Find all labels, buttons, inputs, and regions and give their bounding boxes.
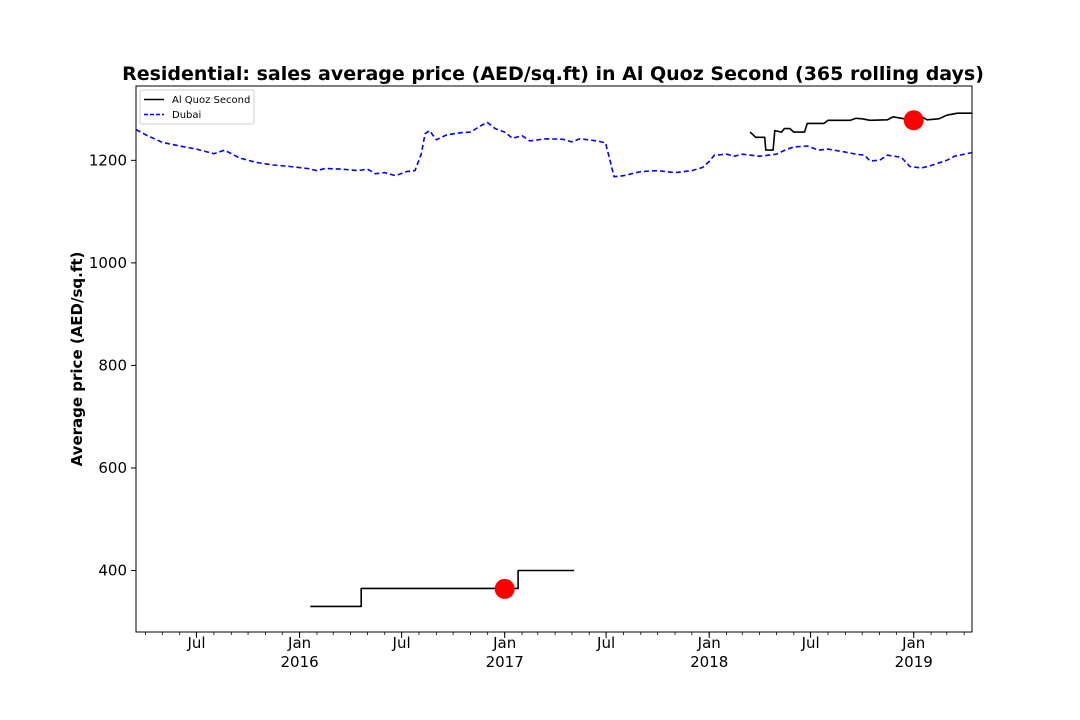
x-tick-year-label: 2017 [486, 653, 524, 671]
legend-label-dubai: Dubai [172, 110, 201, 121]
chart-title: Residential: sales average price (AED/sq… [122, 63, 984, 85]
plot-frame [135, 85, 973, 633]
marker-layer [494, 110, 924, 599]
highlight-marker-1 [494, 578, 515, 599]
y-tick-label: 800 [98, 356, 127, 374]
y-tick-label: 400 [98, 561, 127, 579]
x-tick-label: Jul [186, 634, 205, 652]
series-line-dubai-1 [136, 121, 972, 178]
y-tick-label: 1200 [89, 151, 127, 169]
legend: Al Quoz Second Dubai [139, 89, 255, 125]
x-tick-year-label: 2018 [690, 653, 728, 671]
legend-box [139, 89, 255, 125]
legend-label-al-quoz-second: Al Quoz Second [172, 95, 250, 106]
x-tick-label: Jul [596, 634, 615, 652]
series-line-al-quoz-second-1 [310, 569, 575, 608]
y-tick-label: 600 [98, 459, 127, 477]
y-axis: 400 600 800 1000 1200 [89, 151, 136, 579]
x-tick-label: Jan [492, 634, 516, 652]
series-layer [136, 112, 972, 608]
x-tick-label: Jan [901, 634, 925, 652]
x-tick-year-label: 2016 [281, 653, 319, 671]
y-axis-label: Average price (AED/sq.ft) [68, 252, 86, 467]
series-line-al-quoz-second-2 [749, 112, 972, 151]
x-tick-label: Jul [801, 634, 820, 652]
x-tick-label: Jan [287, 634, 311, 652]
x-tick-label: Jul [392, 634, 411, 652]
y-tick-label: 1000 [89, 254, 127, 272]
highlight-marker-2 [903, 110, 924, 131]
x-tick-label: Jan [697, 634, 721, 652]
x-tick-year-label: 2019 [895, 653, 933, 671]
